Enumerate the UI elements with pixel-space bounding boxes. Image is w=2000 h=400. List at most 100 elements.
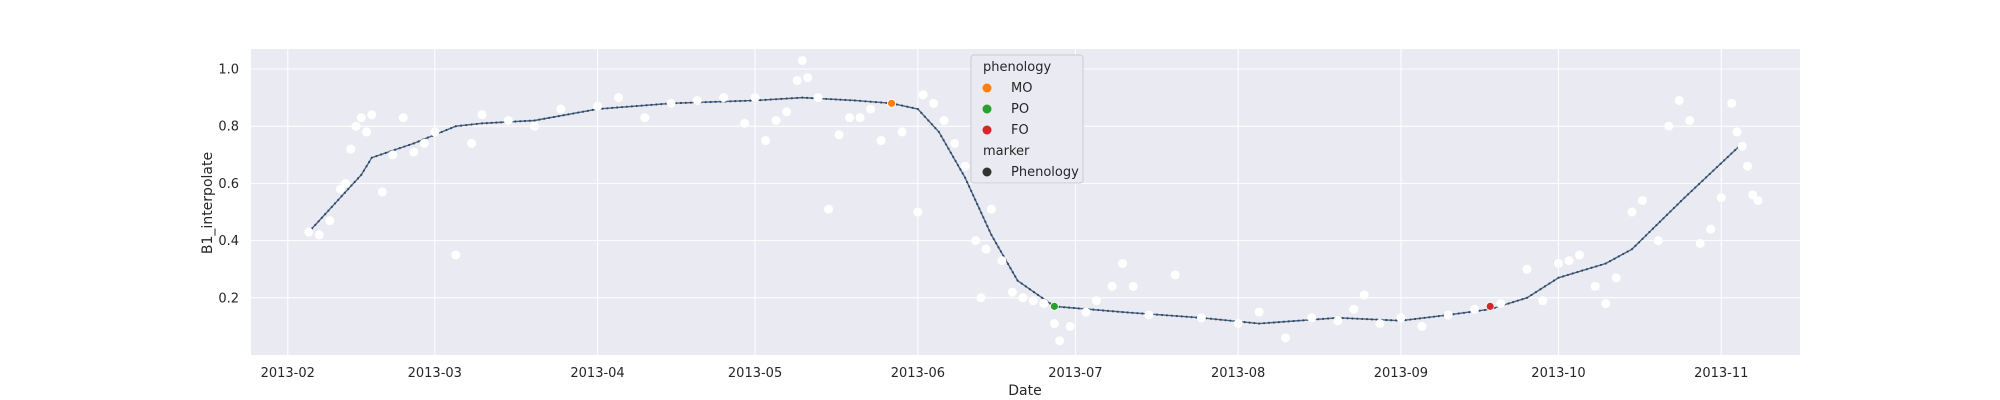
curve-point xyxy=(538,118,541,121)
observation-point xyxy=(1732,127,1742,137)
curve-point xyxy=(1557,276,1560,279)
curve-point xyxy=(1116,310,1119,313)
curve-point xyxy=(956,164,960,167)
curve-point xyxy=(949,151,952,154)
curve-point xyxy=(365,165,368,168)
curve-point xyxy=(454,125,457,128)
curve-point xyxy=(1478,309,1481,312)
curve-point xyxy=(1521,298,1524,301)
curve-point xyxy=(839,98,842,101)
observation-point xyxy=(346,144,356,154)
observation-point xyxy=(824,204,834,214)
observation-point xyxy=(640,113,650,123)
curve-point xyxy=(684,101,687,104)
curve-point xyxy=(1287,320,1290,323)
curve-point xyxy=(606,107,609,110)
observation-point xyxy=(813,93,823,103)
curve-point xyxy=(485,121,488,125)
curve-point xyxy=(916,107,919,111)
curve-point xyxy=(343,191,346,194)
curve-point xyxy=(1243,321,1246,324)
curve-point xyxy=(1180,315,1183,318)
observation-point xyxy=(1496,299,1506,309)
observation-point xyxy=(477,110,487,120)
observation-point xyxy=(918,90,928,100)
observation-point xyxy=(1333,316,1343,326)
observation-point xyxy=(341,178,351,188)
observation-point xyxy=(719,93,729,103)
curve-point xyxy=(1723,159,1726,162)
curve-point xyxy=(1662,217,1665,220)
curve-point xyxy=(1418,317,1421,320)
curve-point xyxy=(500,121,503,124)
curve-point xyxy=(1462,311,1466,314)
observation-point xyxy=(797,55,807,65)
curve-point xyxy=(320,216,323,219)
curve-point xyxy=(1136,312,1139,315)
observation-point xyxy=(1637,196,1647,206)
curve-point xyxy=(947,147,950,150)
curve-point xyxy=(1576,270,1579,274)
observation-point xyxy=(556,104,566,114)
curve-point xyxy=(1190,316,1193,319)
curve-point xyxy=(1483,308,1487,312)
observation-point xyxy=(1706,224,1716,234)
curve-point xyxy=(1185,315,1188,318)
curve-point xyxy=(806,96,809,99)
curve-point xyxy=(982,216,985,219)
curve-point xyxy=(1437,315,1440,318)
curve-point xyxy=(403,145,406,148)
curve-point xyxy=(1571,272,1574,275)
curve-point xyxy=(986,224,989,228)
curve-point xyxy=(734,100,737,103)
curve-point xyxy=(874,101,877,104)
curve-point xyxy=(1209,317,1213,320)
legend-box xyxy=(970,54,1084,184)
curve-point xyxy=(350,184,353,187)
curve-point xyxy=(1715,166,1719,169)
curve-point xyxy=(1009,267,1012,270)
curve-point xyxy=(601,107,604,110)
legend-marker-po xyxy=(982,104,992,114)
observation-point xyxy=(1417,321,1427,331)
curve-point xyxy=(964,176,967,179)
observation-point xyxy=(1233,319,1243,329)
phenology-point-fo xyxy=(1485,301,1495,311)
curve-point xyxy=(829,98,833,101)
observation-point xyxy=(666,98,676,108)
observation-point xyxy=(1753,196,1763,206)
curve-point xyxy=(394,148,397,151)
curve-point xyxy=(997,246,1000,249)
curve-point xyxy=(1694,186,1697,189)
curve-point xyxy=(1641,237,1644,240)
observation-point xyxy=(1018,293,1028,303)
curve-point xyxy=(959,168,962,171)
y-axis-ticks: 0.2 0.4 0.6 0.8 1.0 xyxy=(218,63,239,307)
legend-label-phenology: Phenology xyxy=(1011,165,1079,180)
curve-point xyxy=(1468,311,1471,314)
phenology-point-po xyxy=(1049,301,1059,311)
curve-point xyxy=(1683,196,1686,199)
observation-point xyxy=(503,115,513,125)
observation-point xyxy=(1653,236,1663,246)
curve-point xyxy=(1111,310,1114,313)
observation-point xyxy=(1469,304,1479,314)
curve-point xyxy=(317,220,320,223)
curve-point xyxy=(360,173,363,176)
curve-point xyxy=(1658,220,1662,223)
observation-point xyxy=(1443,310,1453,320)
curve-point xyxy=(330,205,333,209)
curve-point xyxy=(990,233,993,236)
curve-point xyxy=(1432,315,1436,318)
y-axis-label: B1_interpolate xyxy=(200,152,216,254)
curve-point xyxy=(764,98,767,101)
observation-point xyxy=(855,113,865,123)
curve-point xyxy=(729,100,732,103)
curve-point xyxy=(445,128,448,132)
x-tick-label: 2013-04 xyxy=(570,366,624,381)
observation-point xyxy=(1307,313,1317,323)
observation-point xyxy=(1553,258,1563,268)
observation-point xyxy=(614,93,624,103)
observation-point xyxy=(792,75,802,85)
curve-point xyxy=(1322,317,1325,320)
